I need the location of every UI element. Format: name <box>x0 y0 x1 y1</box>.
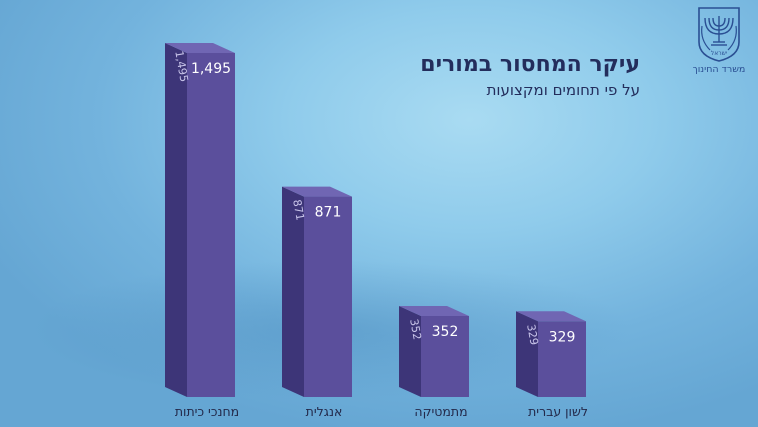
bar-value-label: 1,495 <box>191 61 231 77</box>
bar <box>304 196 352 397</box>
bar-top <box>516 311 586 322</box>
chart-subtitle: על פי תחומים ומקצועות <box>486 81 640 99</box>
bar-top <box>399 306 469 317</box>
bar <box>421 316 469 397</box>
bar-group: 329 329 לשון עברית <box>516 311 588 419</box>
bar-side-value-label: 1,495 <box>172 50 190 83</box>
emblem-text: ישראל <box>711 50 727 57</box>
bar-group: 871 871 אנגלית <box>282 186 352 419</box>
bar-side-value-label: 329 <box>524 323 540 346</box>
bar-group: 352 352 מתמטיקה <box>399 306 469 419</box>
ministry-name: משרד החינוך <box>692 64 746 75</box>
category-label: לשון עברית <box>528 404 588 419</box>
bar-value-label: 329 <box>549 329 576 345</box>
bar-side-value-label: 352 <box>407 318 423 341</box>
category-label: מחנכי כיתות <box>175 404 239 419</box>
bar-top <box>282 186 352 197</box>
bar-side <box>516 311 538 397</box>
menorah-emblem-icon: ישראל <box>698 7 740 62</box>
bar-side <box>165 43 187 397</box>
bar-value-label: 352 <box>432 324 459 340</box>
bar-side-value-label: 871 <box>290 199 306 222</box>
category-label: אנגלית <box>306 404 343 419</box>
category-label: מתמטיקה <box>414 404 467 419</box>
bar <box>538 321 586 397</box>
ministry-logo: ישראל משרד החינוך <box>691 6 747 75</box>
bar-top <box>165 43 235 53</box>
bar-side <box>282 186 304 397</box>
chart-title: עיקר המחסור במורים <box>420 52 640 77</box>
bar <box>187 53 235 397</box>
bar-side <box>399 306 421 397</box>
bar-value-label: 871 <box>315 205 342 221</box>
